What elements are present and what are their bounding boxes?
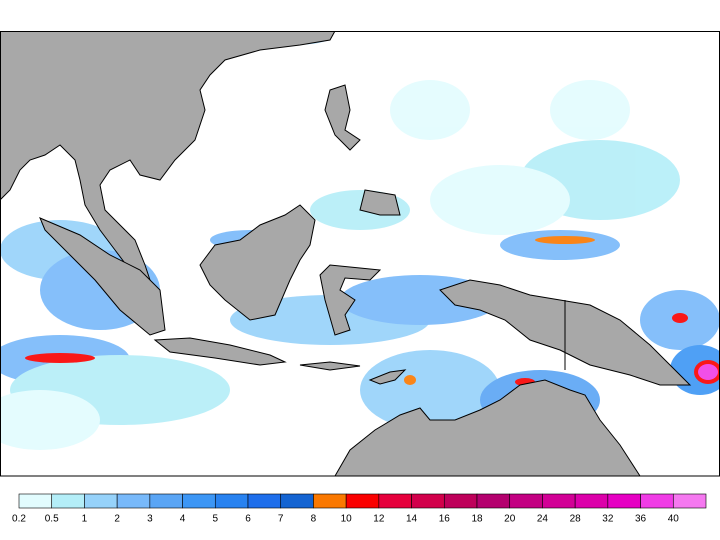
colorbar-label: 4: [180, 514, 186, 525]
colorbar-swatch: [476, 493, 511, 509]
colorbar-label: 10: [341, 514, 353, 525]
colorbar-label: 6: [245, 514, 251, 525]
colorbar-swatch: [116, 493, 151, 509]
colorbar-swatch: [640, 493, 674, 509]
colorbar-swatch: [607, 493, 641, 509]
land: [0, 31, 692, 476]
colorbar-swatch: [542, 493, 576, 509]
colorbar-label: 28: [570, 514, 582, 525]
colorbar-swatch: [443, 493, 478, 509]
colorbar-swatch: [84, 493, 118, 509]
colorbar-label: 1: [82, 514, 88, 525]
colorbar-swatch: [149, 493, 183, 509]
colorbar-label: 0.5: [45, 514, 59, 525]
colorbar-swatch: [672, 493, 707, 509]
colorbar-swatch: [378, 493, 412, 509]
colorbar-label: 16: [439, 514, 451, 525]
colorbar-swatch: [51, 493, 85, 509]
colorbar-swatch: [509, 493, 543, 509]
colorbar-label: 0.2: [12, 514, 26, 525]
colorbar-label: 3: [147, 514, 153, 525]
colorbar-label: 24: [537, 514, 549, 525]
colorbar-swatch: [280, 493, 314, 509]
colorbar-swatch: [182, 493, 216, 509]
precip-blobs: [0, 31, 720, 450]
colorbar-swatch: [411, 493, 445, 509]
colorbar-label: 5: [213, 514, 219, 525]
colorbar-label: 7: [278, 514, 284, 525]
colorbar-label: 18: [471, 514, 483, 525]
colorbar-label: 8: [311, 514, 317, 525]
colorbar: 0.2 0.5 1 2 3 4 5 6 7 8 10 12 14 16 18 20 24 28 32 36 40: [12, 493, 707, 525]
colorbar-label: 20: [504, 514, 516, 525]
colorbar-label: 2: [114, 514, 120, 525]
colorbar-swatch: [345, 493, 380, 509]
colorbar-label: 14: [406, 514, 418, 525]
colorbar-label: 40: [668, 514, 680, 525]
colorbar-swatch: [247, 493, 282, 509]
colorbar-label: 36: [635, 514, 647, 525]
map-area: [0, 31, 720, 476]
colorbar-swatch: [18, 493, 53, 509]
colorbar-swatch: [313, 493, 347, 509]
colorbar-label: 12: [373, 514, 385, 525]
colorbar-label: 32: [602, 514, 614, 525]
colorbar-swatch: [214, 493, 249, 509]
colorbar-swatch: [574, 493, 609, 509]
